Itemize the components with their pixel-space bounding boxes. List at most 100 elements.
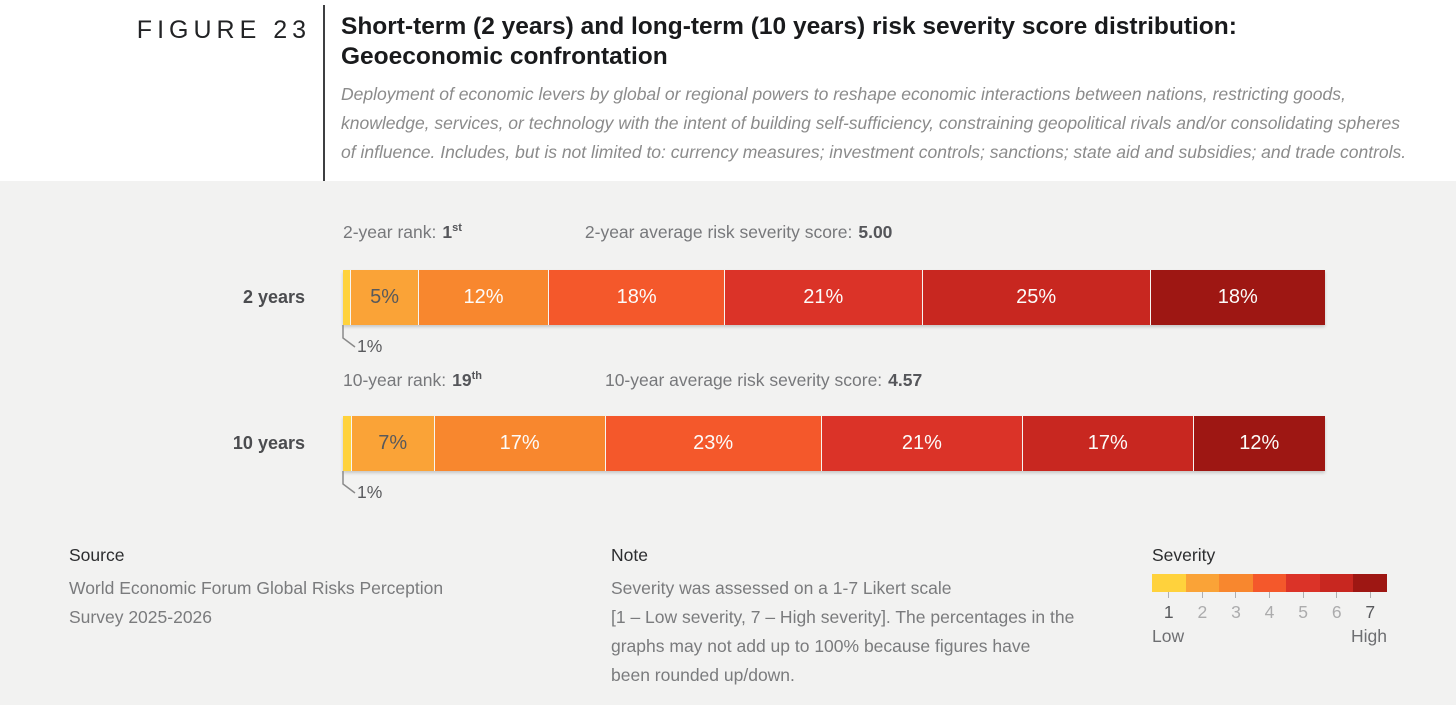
score-10yr-value: 4.57 xyxy=(888,370,923,390)
note-block: Note Severity was assessed on a 1-7 Like… xyxy=(611,545,1121,690)
score-10yr: 10-year average risk severity score: 4.57 xyxy=(605,370,922,391)
legend-color-3 xyxy=(1219,574,1253,592)
source-line: Survey 2025-2026 xyxy=(69,607,213,627)
legend-color-1 xyxy=(1152,574,1186,592)
bar-segment-value: 7% xyxy=(378,432,408,454)
bar-segment-severity-6: 25% xyxy=(921,270,1150,325)
bar-segment-severity-5: 21% xyxy=(820,416,1022,471)
legend-tick-2 xyxy=(1186,592,1220,599)
rank-10yr-value: 19th xyxy=(452,370,482,390)
bar-segment-value: 21% xyxy=(803,286,844,308)
rank-10yr: 10-year rank: 19th xyxy=(343,370,482,391)
bar-segment-value: 5% xyxy=(370,286,400,308)
bar-segment-severity-7: 12% xyxy=(1192,416,1326,471)
note-line: [1 – Low severity, 7 – High severity]. T… xyxy=(611,607,1075,627)
bar-segment-value: 23% xyxy=(693,432,734,454)
risk-definition: Deployment of economic levers by global … xyxy=(341,80,1421,167)
bar-segment-value: 21% xyxy=(901,432,942,454)
score-2yr-value: 5.00 xyxy=(858,222,893,242)
figure-number-label: FIGURE 23 xyxy=(136,16,311,44)
bar-segment-value: 12% xyxy=(1239,432,1280,454)
figure-header: FIGURE 23 Short-term (2 years) and long-… xyxy=(0,0,1456,181)
legend-tick-6 xyxy=(1320,592,1354,599)
rank-2yr-label: 2-year rank: xyxy=(343,222,437,242)
chart-area: 2-year rank: 1st 2-year average risk seve… xyxy=(0,181,1456,504)
severity-legend: Severity 1 2 3 4 5 6 7 Low High xyxy=(1152,545,1390,647)
note-line: graphs may not add up to 100% because fi… xyxy=(611,636,1031,656)
rank-2yr-value: 1st xyxy=(442,222,462,242)
bar-segment-severity-4: 23% xyxy=(604,416,821,471)
bar-segment-severity-1 xyxy=(343,416,351,471)
header-text-block: Short-term (2 years) and long-term (10 y… xyxy=(341,12,1421,167)
bar-segment-severity-5: 21% xyxy=(723,270,922,325)
bar-segment-severity-3: 12% xyxy=(417,270,549,325)
legend-color-6 xyxy=(1319,574,1354,592)
source-line: World Economic Forum Global Risks Percep… xyxy=(69,578,444,598)
legend-number-4: 4 xyxy=(1264,602,1275,622)
callout-value-2yr: 1% xyxy=(357,336,383,356)
callout-line xyxy=(342,325,356,348)
legend-color-4 xyxy=(1252,574,1287,592)
bar-segment-value: 25% xyxy=(1016,286,1057,308)
severity-legend-extremes: Low High xyxy=(1152,626,1387,647)
score-10yr-label: 10-year average risk severity score: xyxy=(604,370,883,390)
bar-segment-value: 12% xyxy=(463,286,504,308)
note-line: Severity was assessed on a 1-7 Likert sc… xyxy=(611,578,952,598)
rank-2yr-ordinal: st xyxy=(452,222,462,235)
bar-segment-severity-2: 5% xyxy=(350,270,418,325)
bar-label-10yr: 10 years xyxy=(232,433,305,453)
legend-tick-4 xyxy=(1253,592,1287,599)
severity-bar-10yr: 7% 17% 23% 21% 17% 12% xyxy=(343,416,1326,471)
risk-definition-line: Deployment of economic levers by global … xyxy=(341,84,1346,104)
score-2yr-label: 2-year average risk severity score: xyxy=(584,222,853,242)
figure-footer: Source World Economic Forum Global Risks… xyxy=(0,545,1456,705)
source-heading: Source xyxy=(69,545,125,565)
source-block: Source World Economic Forum Global Risks… xyxy=(69,545,559,632)
bar-segment-value: 18% xyxy=(616,286,657,308)
rank-2yr: 2-year rank: 1st xyxy=(343,222,462,243)
rank-10yr-label: 10-year rank: xyxy=(343,370,447,390)
note-heading: Note xyxy=(611,545,648,565)
bar-segment-value: 17% xyxy=(499,432,540,454)
legend-tick-7 xyxy=(1353,592,1387,599)
bar-segment-severity-2: 7% xyxy=(350,416,434,471)
bar-segment-value: 17% xyxy=(1087,432,1128,454)
bar-segment-severity-6: 17% xyxy=(1021,416,1193,471)
legend-number-2: 2 xyxy=(1197,602,1208,622)
severity-legend-numbers: 1 2 3 4 5 6 7 xyxy=(1152,602,1387,623)
legend-low-label: Low xyxy=(1152,626,1185,646)
note-line: been rounded up/down. xyxy=(611,665,795,685)
source-text: World Economic Forum Global Risks Percep… xyxy=(69,574,559,632)
figure-title: Short-term (2 years) and long-term (10 y… xyxy=(341,12,1421,72)
legend-color-2 xyxy=(1185,574,1220,592)
legend-tick-3 xyxy=(1219,592,1253,599)
severity-legend-ticks xyxy=(1152,592,1387,599)
legend-tick-1 xyxy=(1152,592,1186,599)
legend-title: Severity xyxy=(1152,545,1216,565)
note-text: Severity was assessed on a 1-7 Likert sc… xyxy=(611,574,1121,690)
severity-legend-colorbar xyxy=(1152,574,1388,592)
legend-number-7: 7 xyxy=(1365,602,1376,622)
figure-title-line1: Short-term (2 years) and long-term (10 y… xyxy=(341,13,1237,40)
risk-definition-line: knowledge, services, or technology with … xyxy=(341,113,1401,133)
rank-10yr-ordinal: th xyxy=(471,370,482,383)
bar-segment-severity-4: 18% xyxy=(548,270,724,325)
legend-high-label: High xyxy=(1351,626,1387,646)
callout-value-10yr: 1% xyxy=(357,482,383,502)
bar-segment-severity-7: 18% xyxy=(1149,270,1325,325)
header-divider xyxy=(323,5,325,181)
legend-color-7 xyxy=(1353,574,1388,592)
bar-label-2yr: 2 years xyxy=(242,287,305,307)
legend-tick-5 xyxy=(1286,592,1320,599)
callout-row-2yr: 1% xyxy=(342,325,1456,358)
bar-row-10yr: 10 years 7% 17% 23% 21% 17% 12% xyxy=(0,416,1456,471)
legend-number-3: 3 xyxy=(1231,602,1241,622)
figure-title-line2: Geoeconomic confrontation xyxy=(341,43,668,70)
score-2yr: 2-year average risk severity score: 5.00 xyxy=(585,222,893,243)
bar-row-2yr: 2 years 5% 12% 18% 21% 25% 18% xyxy=(0,270,1456,325)
severity-bar-2yr: 5% 12% 18% 21% 25% 18% xyxy=(343,270,1325,325)
bar-segment-value: 18% xyxy=(1217,286,1258,308)
callout-line xyxy=(342,471,356,494)
callout-row-10yr: 1% xyxy=(342,471,1456,504)
